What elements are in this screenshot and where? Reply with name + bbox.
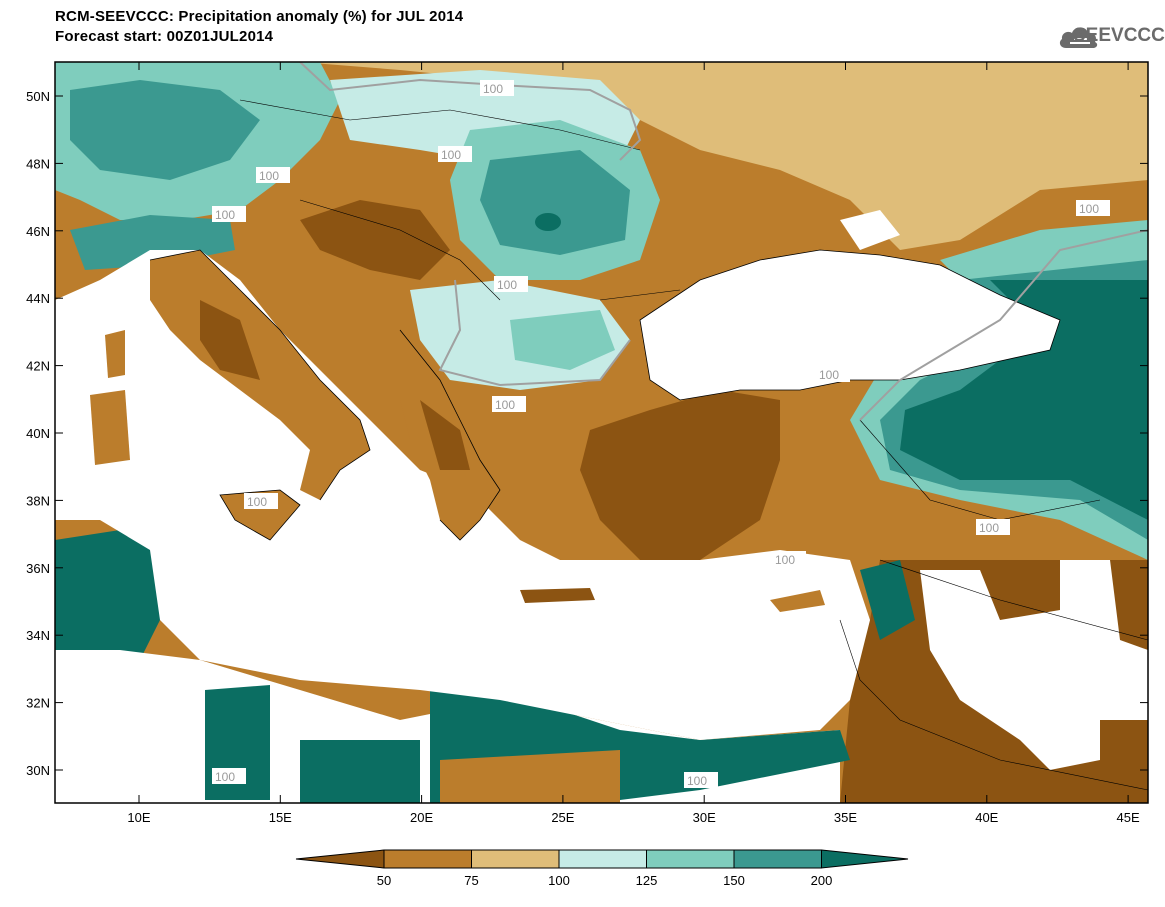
cloud-icon (1059, 27, 1098, 48)
corsica (105, 330, 125, 378)
region-light-dry-north (300, 62, 1148, 250)
region-wet-carpathians-peak (535, 213, 561, 231)
colorbar-segment (471, 849, 560, 869)
contour-label: 100 (687, 774, 707, 788)
colorbar-tick-label: 200 (811, 873, 833, 888)
region-wet-caucasus-core (900, 280, 1148, 520)
region-wet-levant (860, 560, 915, 640)
cyprus (770, 590, 825, 612)
colorbar-tick-label: 50 (377, 873, 391, 888)
lat-label: 42N (26, 359, 50, 374)
contour-label: 100 (819, 368, 839, 382)
italy-dark-dry (200, 300, 260, 380)
region-wet-bulgaria (510, 310, 615, 370)
colorbar-tick-label: 150 (723, 873, 745, 888)
colorbar-segment (383, 849, 472, 869)
forecast-start-subtitle: Forecast start: 00Z01JUL2014 (55, 28, 274, 45)
longitude-axis: 10E 15E 20E 25E 30E 35E 40E 45E (127, 62, 1140, 825)
seevccc-logo: SEEVCCC (1073, 25, 1165, 46)
colorbar-segment (733, 849, 822, 869)
colorbar-min-arrow (295, 849, 385, 869)
no-data-iraq (920, 560, 1148, 770)
lon-label: 10E (127, 810, 150, 825)
colorbar-segment (558, 849, 647, 869)
lat-label: 38N (26, 493, 50, 508)
contour-label: 100 (215, 770, 235, 784)
contour-label: 100 (1079, 202, 1099, 216)
contour-label: 100 (247, 495, 267, 509)
lon-label: 15E (269, 810, 292, 825)
region-wet-tunisia (55, 530, 160, 660)
map-title: RCM-SEEVCCC: Precipitation anomaly (%) f… (55, 8, 464, 25)
black-sea-coast (639, 249, 1061, 401)
contour-100 (299, 62, 642, 161)
lat-label: 36N (26, 561, 50, 576)
lon-label: 20E (410, 810, 433, 825)
contour-label: 100 (215, 208, 235, 222)
contour-label: 100 (441, 148, 461, 162)
greece-dark-dry (420, 400, 470, 470)
contour-label: 100 (497, 278, 517, 292)
region-dry-egypt (440, 750, 620, 803)
lon-label: 25E (551, 810, 574, 825)
lat-label: 50N (26, 89, 50, 104)
lat-label: 48N (26, 156, 50, 171)
colorbar-max-arrow (821, 849, 909, 869)
contour-label: 100 (483, 82, 503, 96)
colorbar-segment (646, 849, 735, 869)
sea-of-azov (840, 210, 900, 250)
contour-label: 100 (979, 521, 999, 535)
lat-label: 40N (26, 426, 50, 441)
sardinia (90, 390, 130, 465)
colorbar-tick-label: 100 (548, 873, 570, 888)
region-wet-carpathians-core (480, 150, 630, 255)
region-wet-libya-2 (300, 740, 420, 803)
lon-label: 30E (693, 810, 716, 825)
lat-label: 44N (26, 291, 50, 306)
contour-label: 100 (775, 553, 795, 567)
lon-label: 40E (975, 810, 998, 825)
black-sea (640, 250, 1060, 400)
lon-label: 35E (834, 810, 857, 825)
lon-label: 45E (1117, 810, 1140, 825)
contour-100 (438, 279, 631, 387)
colorbar-tick-label: 125 (636, 873, 658, 888)
region-wet-alps-core (70, 80, 260, 180)
contour-labels: 100 100 100 100 100 100 100 100 100 100 … (212, 80, 1110, 788)
coastline (149, 249, 501, 541)
lat-label: 32N (26, 696, 50, 711)
contour-label: 100 (259, 169, 279, 183)
colorbar-tick-label: 75 (464, 873, 478, 888)
region-dark-dry-anatolia (580, 390, 780, 560)
contour-100 (859, 229, 1148, 421)
lat-label: 34N (26, 628, 50, 643)
lat-label: 46N (26, 224, 50, 239)
latitude-axis: 50N 48N 46N 44N 42N 40N 38N 36N 34N 32N 30N (26, 89, 1148, 778)
country-borders (239, 99, 1148, 791)
region-dark-dry-pannonia (300, 200, 450, 280)
lat-label: 30N (26, 763, 50, 778)
crete (520, 588, 595, 603)
sicily (220, 490, 300, 540)
contour-label: 100 (495, 398, 515, 412)
